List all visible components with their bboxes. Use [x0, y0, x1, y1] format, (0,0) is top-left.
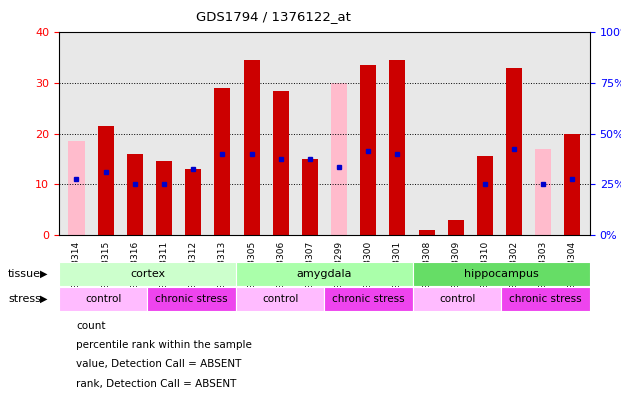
Text: control: control [85, 294, 122, 304]
Bar [448, 222, 464, 235]
Text: rank, Detection Call = ABSENT: rank, Detection Call = ABSENT [76, 379, 237, 389]
Text: chronic stress: chronic stress [332, 294, 405, 304]
Bar [127, 154, 143, 235]
Text: count: count [76, 321, 106, 330]
Text: amygdala: amygdala [297, 269, 352, 279]
Bar [156, 162, 172, 235]
Bar [243, 60, 260, 235]
Bar [324, 287, 413, 311]
Text: value, Detection Call = ABSENT: value, Detection Call = ABSENT [76, 360, 242, 369]
Bar [214, 88, 230, 235]
Bar [59, 262, 236, 286]
Bar [68, 141, 84, 235]
Bar [501, 287, 590, 311]
Bar [413, 287, 501, 311]
Bar [360, 65, 376, 235]
Bar [506, 68, 522, 235]
Bar [302, 159, 318, 235]
Text: GDS1794 / 1376122_at: GDS1794 / 1376122_at [196, 10, 351, 23]
Bar [147, 287, 236, 311]
Bar [236, 287, 324, 311]
Text: control: control [439, 294, 476, 304]
Bar [273, 91, 289, 235]
Bar [185, 169, 201, 235]
Text: chronic stress: chronic stress [509, 294, 582, 304]
Bar [59, 287, 147, 311]
Text: ▶: ▶ [40, 269, 48, 279]
Text: ▶: ▶ [40, 294, 48, 304]
Text: cortex: cortex [130, 269, 165, 279]
Bar [477, 156, 493, 235]
Bar [236, 262, 413, 286]
Bar [419, 230, 435, 235]
Text: chronic stress: chronic stress [155, 294, 228, 304]
Bar [564, 134, 581, 235]
Bar [535, 149, 551, 235]
Bar [97, 126, 114, 235]
Text: tissue: tissue [8, 269, 41, 279]
Text: hippocampus: hippocampus [464, 269, 539, 279]
Bar [413, 262, 590, 286]
Bar [331, 83, 347, 235]
Text: percentile rank within the sample: percentile rank within the sample [76, 340, 252, 350]
Text: stress: stress [8, 294, 41, 304]
Text: control: control [262, 294, 299, 304]
Bar [389, 60, 406, 235]
Bar [448, 220, 464, 235]
